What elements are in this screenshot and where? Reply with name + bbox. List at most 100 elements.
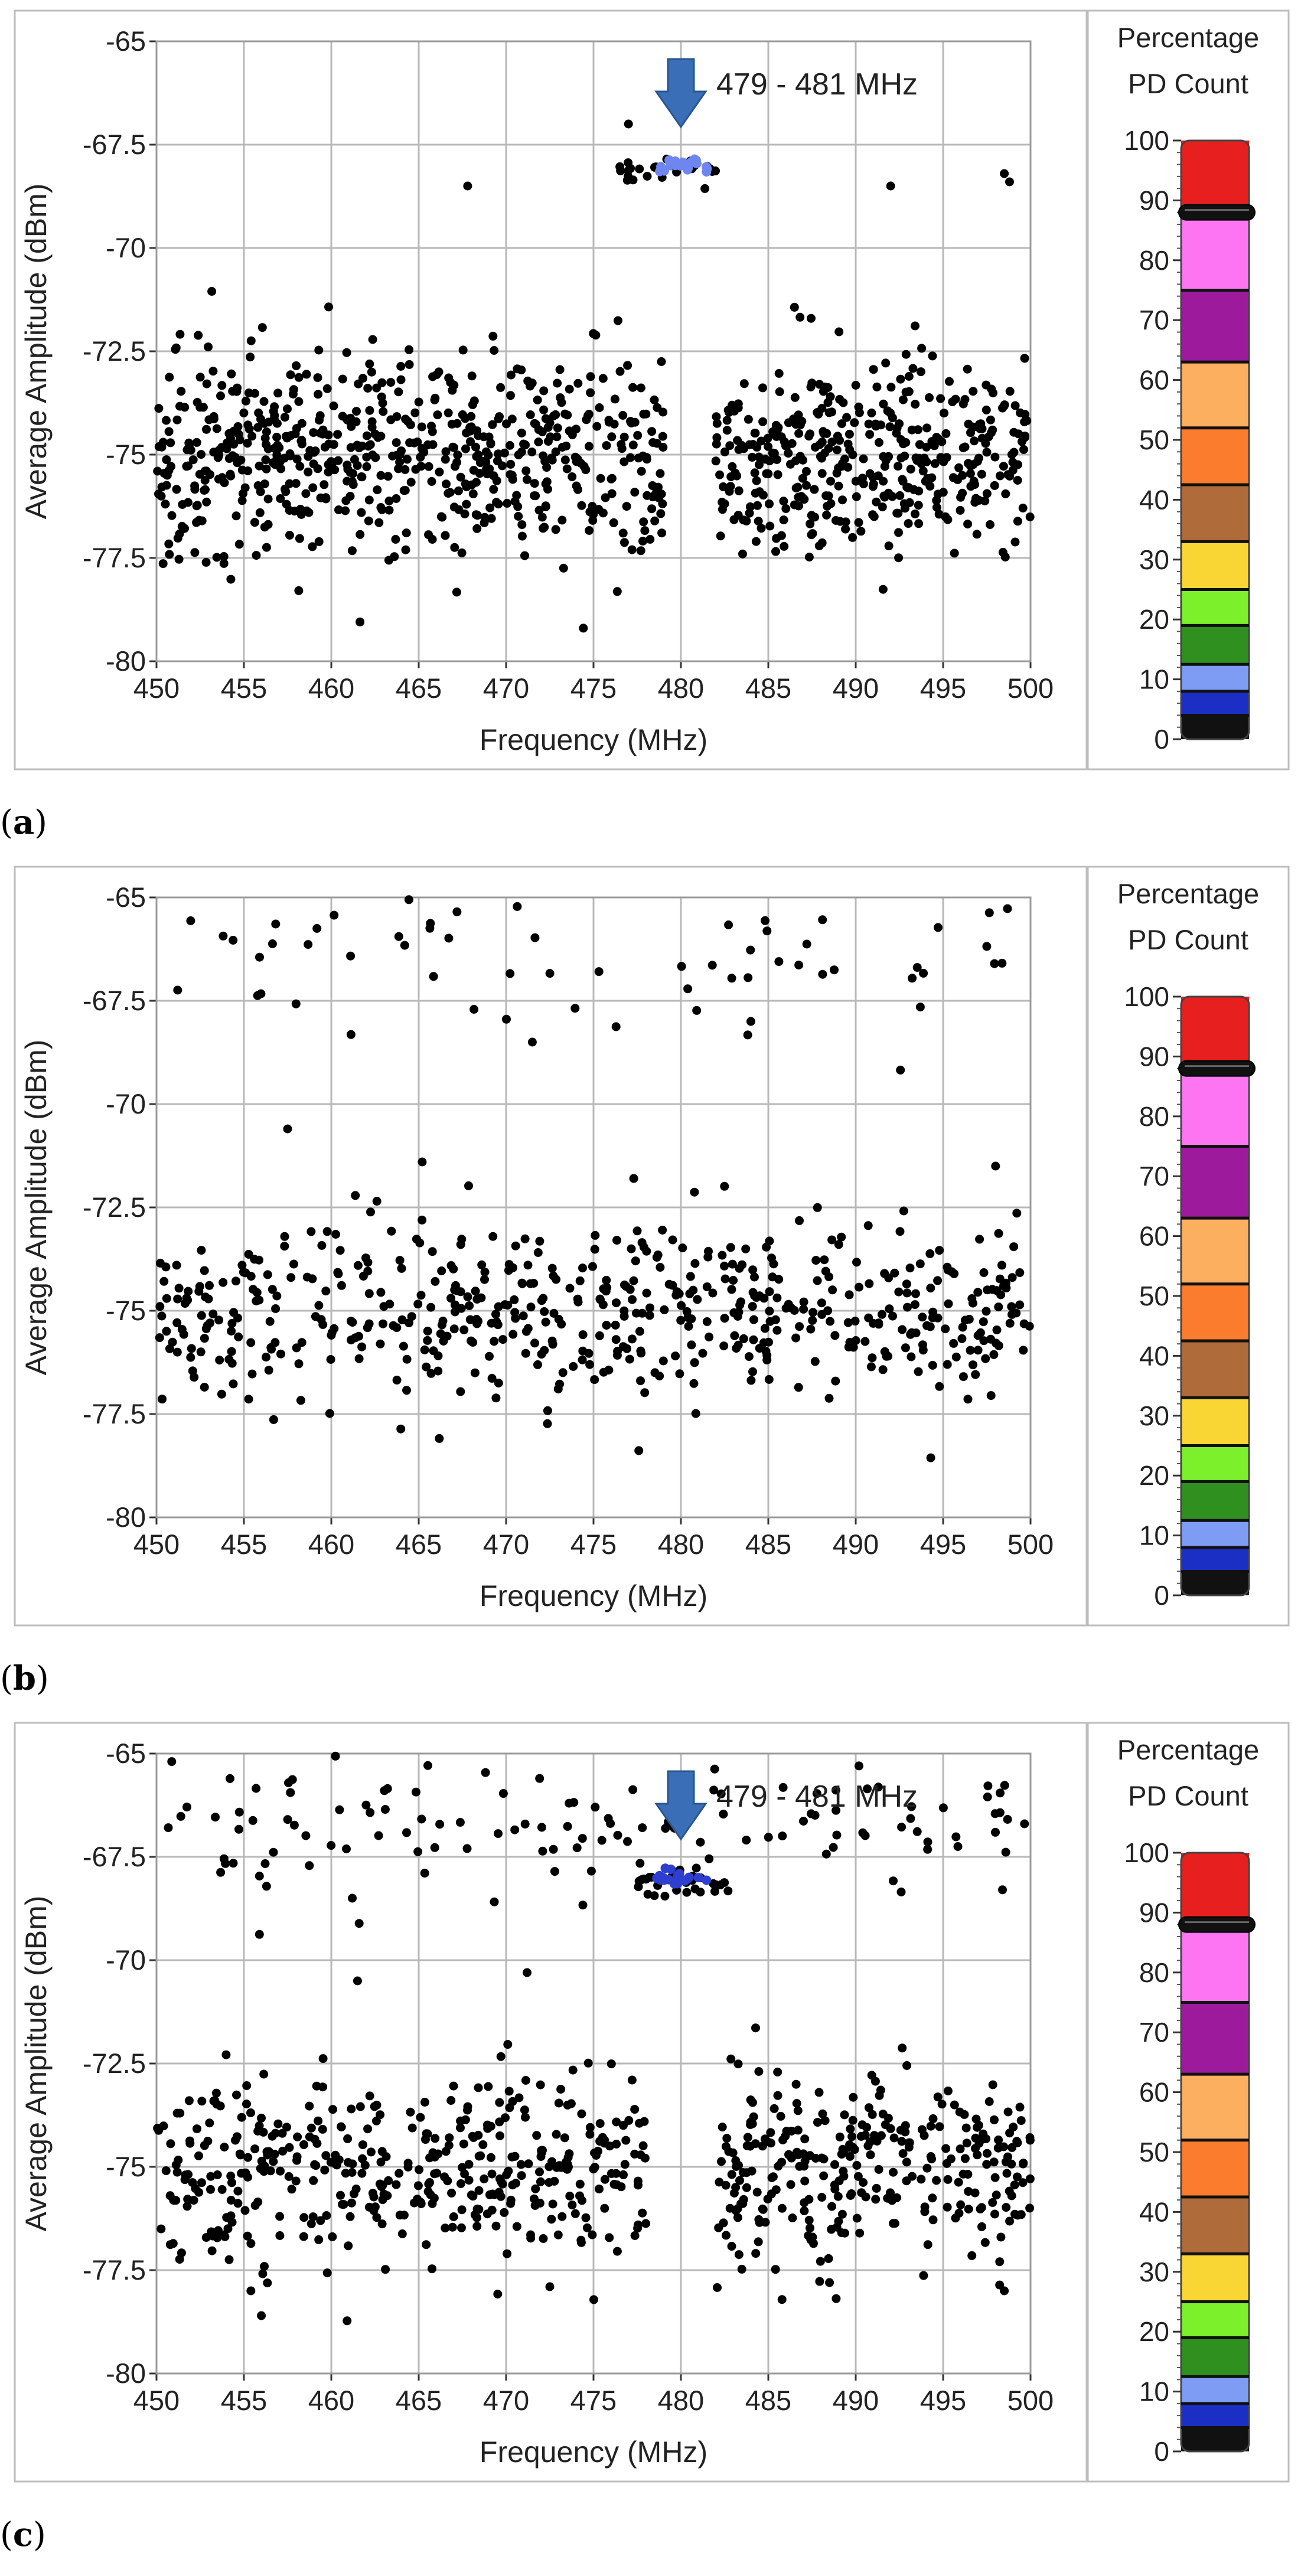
data-point: [294, 586, 304, 595]
data-point: [399, 1341, 408, 1351]
data-point: [347, 422, 356, 431]
data-point: [301, 1831, 311, 1840]
data-point: [324, 430, 333, 440]
data-point: [619, 432, 629, 442]
data-point: [774, 369, 784, 378]
data-point: [278, 2128, 287, 2138]
colorbar-tick-label: 70: [1139, 2017, 1169, 2048]
data-point: [227, 2178, 236, 2188]
data-point: [154, 404, 164, 413]
data-point: [817, 1298, 826, 1308]
data-point: [1002, 2169, 1012, 2178]
data-point: [881, 456, 891, 465]
data-point: [896, 1065, 905, 1075]
data-point: [259, 397, 269, 406]
data-point: [477, 1293, 486, 1302]
data-point: [586, 388, 595, 397]
data-point: [843, 1318, 853, 1327]
colorbar-segment: [1181, 2140, 1249, 2198]
data-point: [304, 508, 314, 517]
data-point: [335, 1805, 344, 1814]
data-point: [795, 312, 805, 322]
plot-area: [155, 896, 1032, 1519]
data-point: [272, 419, 282, 428]
data-point: [734, 486, 744, 495]
data-point: [520, 1234, 530, 1243]
data-point: [831, 1785, 840, 1795]
data-point: [626, 164, 635, 173]
data-point: [357, 1342, 367, 1351]
data-point: [792, 2147, 801, 2157]
data-point: [290, 507, 299, 516]
colorbar-subtitle: PD Count: [1128, 924, 1248, 955]
data-point: [217, 381, 227, 390]
data-point: [916, 367, 925, 377]
data-point: [748, 1288, 758, 1297]
data-point: [954, 463, 964, 472]
data-point: [990, 959, 999, 968]
data-point: [984, 2097, 994, 2106]
data-point: [285, 531, 294, 540]
data-point: [890, 1268, 899, 1278]
data-point: [595, 2185, 604, 2193]
data-point: [863, 1221, 873, 1230]
data-point: [692, 1863, 701, 1873]
data-point: [246, 352, 255, 362]
data-point: [751, 488, 760, 498]
data-point: [204, 1294, 213, 1304]
data-point: [182, 1803, 191, 1812]
data-point: [444, 373, 454, 383]
data-point: [997, 958, 1007, 968]
series-broadband-band-2: [713, 2023, 1035, 2304]
data-point: [1015, 1268, 1025, 1277]
data-point: [210, 2096, 220, 2105]
data-point: [815, 2277, 824, 2286]
data-point: [506, 459, 516, 469]
data-point: [155, 1333, 164, 1343]
data-point: [227, 1347, 236, 1356]
data-point: [346, 951, 356, 961]
data-point: [1000, 169, 1009, 178]
data-point: [743, 2133, 752, 2142]
data-point: [462, 499, 471, 509]
data-point: [990, 1809, 1000, 1818]
data-point: [219, 1278, 228, 1287]
data-point: [830, 1331, 840, 1340]
data-point: [318, 1320, 328, 1329]
data-point: [808, 2232, 817, 2242]
data-point: [229, 1859, 238, 1868]
data-point: [164, 539, 174, 548]
y-tick-label: -70: [106, 232, 146, 263]
data-point: [878, 1310, 886, 1319]
data-point: [928, 2215, 938, 2225]
data-point: [556, 2163, 566, 2172]
data-point: [799, 1817, 808, 1826]
data-point: [1020, 432, 1030, 440]
data-point: [422, 2240, 431, 2249]
data-point: [324, 439, 334, 449]
data-point: [420, 1869, 429, 1878]
data-point: [437, 1266, 446, 1275]
data-point: [635, 164, 644, 174]
data-point: [823, 501, 832, 511]
data-point: [857, 2188, 866, 2198]
data-point: [1025, 512, 1035, 521]
data-point: [334, 456, 343, 465]
data-point: [795, 1216, 804, 1225]
data-point: [994, 1229, 1003, 1238]
data-point: [607, 2059, 616, 2069]
data-point: [475, 458, 485, 468]
data-point: [464, 1181, 473, 1190]
data-point: [314, 345, 324, 355]
data-point: [1015, 1300, 1025, 1310]
data-point: [922, 442, 931, 452]
data-point: [935, 1246, 944, 1255]
data-point: [252, 551, 261, 560]
data-point: [430, 1843, 439, 1852]
data-point: [751, 2023, 760, 2033]
data-point: [588, 2230, 597, 2239]
data-point: [647, 504, 657, 514]
data-point: [867, 408, 876, 417]
data-point: [227, 1327, 236, 1336]
